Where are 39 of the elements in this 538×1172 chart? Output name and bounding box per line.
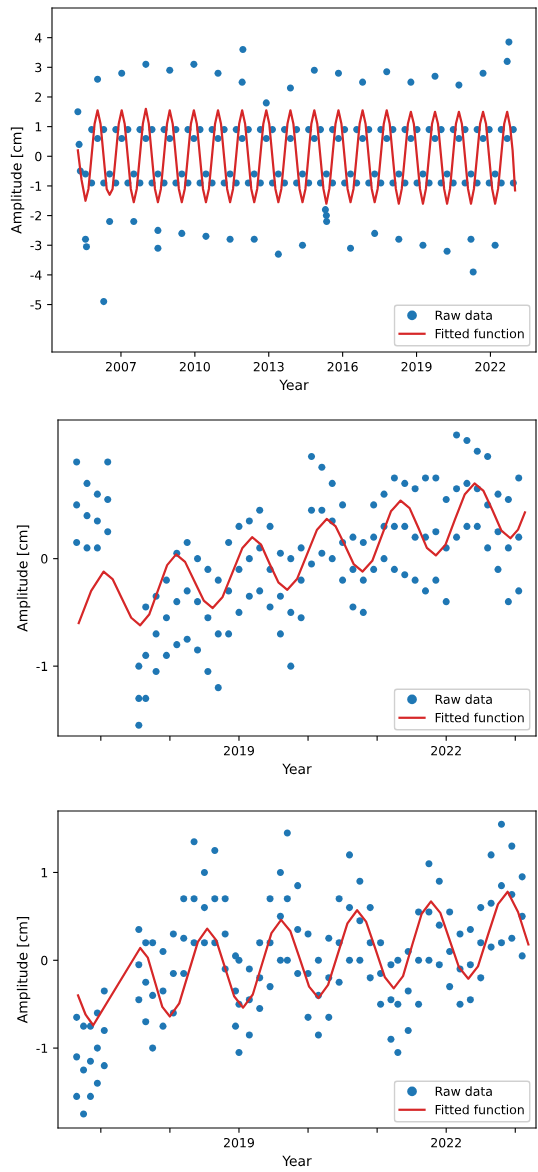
x-axis-title: Year [282,1155,312,1167]
y-tick-label: 1 [41,868,48,878]
x-tick-label: 2007 [105,361,136,372]
y-axis-title: Amplitude [cm] [16,916,31,1024]
y-tick-label: -5 [30,300,42,310]
x-axis-title: Year [279,379,309,391]
legend-label: Fitted function [435,712,524,723]
y-tick-label: -1 [30,181,42,191]
x-tick-label: 2019 [223,1137,254,1148]
y-tick-label: -1 [36,661,48,671]
y-tick-label: 4 [34,33,42,43]
legend-label: Fitted function [435,1104,524,1115]
x-tick-label: 2019 [223,745,254,756]
legend-label: Raw data [435,694,492,704]
y-tick-label: 2 [35,92,42,102]
line-series [76,107,517,205]
x-tick-label: 2019 [401,361,432,372]
y-tick-label: -3 [30,240,42,251]
x-tick-label: 2010 [179,361,210,372]
y-axis-title: Amplitude [cm] [16,525,31,632]
x-tick-label: 2013 [253,361,284,372]
line-series [77,482,527,627]
y-tick-label: 0 [35,151,42,162]
y-tick-label: -4 [30,270,42,280]
y-tick-label: -1 [36,1043,48,1053]
y-tick-label: 1 [35,122,42,132]
legend-label: Raw data [435,310,492,320]
legend-label: Raw data [435,1086,492,1096]
x-tick-label: 2022 [475,361,506,372]
y-tick-label: 0 [41,955,48,966]
legend-label: Fitted function [435,328,524,339]
x-tick-label: 2016 [327,361,358,372]
y-tick-label: 3 [35,62,42,73]
x-tick-label: 2022 [431,745,461,756]
y-axis-title: Amplitude [cm] [10,127,25,234]
x-tick-label: 2022 [431,1137,461,1148]
y-tick-label: -2 [30,211,42,221]
x-axis-title: Year [282,763,312,775]
y-tick-label: 0 [41,554,48,564]
